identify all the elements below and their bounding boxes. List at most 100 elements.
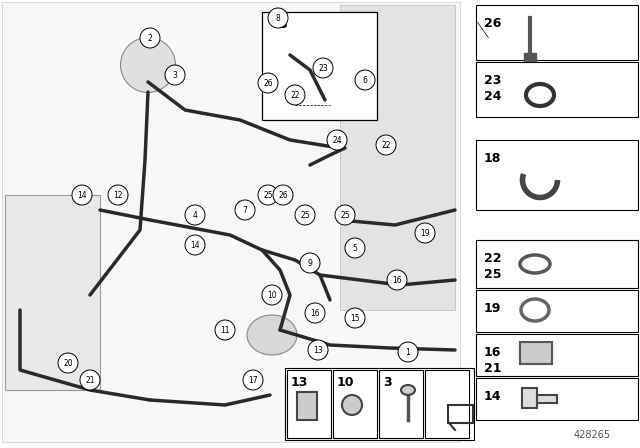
Text: 21: 21 [85,375,95,384]
Text: 2: 2 [148,34,152,43]
Text: 26: 26 [484,17,501,30]
Text: 22: 22 [484,252,502,265]
Text: 14: 14 [190,241,200,250]
Circle shape [295,205,315,225]
Text: 14: 14 [484,390,502,403]
Bar [476,240,638,288]
Circle shape [140,28,160,48]
Bar [297,392,317,420]
Text: 23: 23 [484,74,501,87]
Bar [5,195,100,390]
Circle shape [273,185,293,205]
Text: 8: 8 [278,18,287,31]
Bar [476,290,638,332]
Text: 7: 7 [243,206,248,215]
Circle shape [415,223,435,243]
Text: 16: 16 [392,276,402,284]
Text: 19: 19 [420,228,430,237]
Bar [285,368,474,440]
Text: 6: 6 [363,76,367,85]
Text: 16: 16 [484,346,501,359]
Circle shape [387,270,407,290]
Text: 10: 10 [267,290,277,300]
Text: 23: 23 [318,64,328,73]
Text: 25: 25 [263,190,273,199]
Text: 13: 13 [291,376,308,389]
Text: 26: 26 [263,78,273,87]
Text: 5: 5 [353,244,357,253]
Text: 3: 3 [383,376,392,389]
Text: 12: 12 [113,190,123,199]
Text: 3: 3 [173,70,177,79]
Circle shape [345,308,365,328]
Circle shape [215,320,235,340]
Circle shape [235,200,255,220]
Circle shape [185,205,205,225]
Circle shape [185,235,205,255]
Text: 9: 9 [308,258,312,267]
Text: 4: 4 [193,211,197,220]
Bar [262,12,377,120]
Bar [520,342,552,364]
Text: 11: 11 [220,326,230,335]
Circle shape [345,238,365,258]
Text: 8: 8 [276,13,280,22]
Circle shape [355,70,375,90]
Circle shape [398,342,418,362]
Circle shape [80,370,100,390]
Circle shape [327,130,347,150]
Circle shape [335,205,355,225]
Text: 22: 22 [381,141,391,150]
Circle shape [258,73,278,93]
Ellipse shape [401,385,415,395]
Bar [448,405,473,423]
Circle shape [313,58,333,78]
Circle shape [258,185,278,205]
Text: 25: 25 [340,211,350,220]
Bar [2,2,460,442]
Text: 15: 15 [350,314,360,323]
Bar [524,53,536,61]
Bar [476,62,638,117]
Text: 26: 26 [278,190,288,199]
Text: 428265: 428265 [573,430,611,440]
Circle shape [243,370,263,390]
Bar [476,5,638,60]
Text: 24: 24 [484,90,502,103]
Text: 1: 1 [406,348,410,357]
Circle shape [305,303,325,323]
Ellipse shape [342,395,362,415]
Bar [537,395,557,403]
Bar [379,370,423,438]
Text: 25: 25 [484,268,502,281]
Bar [287,370,331,438]
Bar [476,334,638,376]
Polygon shape [340,5,455,310]
Text: 21: 21 [484,362,502,375]
Bar [476,378,638,420]
Text: 19: 19 [484,302,501,315]
Text: 17: 17 [248,375,258,384]
Circle shape [285,85,305,105]
Text: 24: 24 [332,135,342,145]
Text: 13: 13 [313,345,323,354]
Text: 22: 22 [291,90,300,99]
Circle shape [376,135,396,155]
Circle shape [308,340,328,360]
Circle shape [58,353,78,373]
Bar [476,140,638,210]
Text: 25: 25 [300,211,310,220]
Text: 14: 14 [77,190,87,199]
Bar [333,370,377,438]
Text: 18: 18 [484,152,501,165]
Circle shape [108,185,128,205]
Circle shape [165,65,185,85]
Bar [522,388,537,408]
Ellipse shape [120,38,175,92]
Circle shape [300,253,320,273]
Text: 16: 16 [310,309,320,318]
Text: 10: 10 [337,376,355,389]
Ellipse shape [247,315,297,355]
Circle shape [268,8,288,28]
Circle shape [72,185,92,205]
